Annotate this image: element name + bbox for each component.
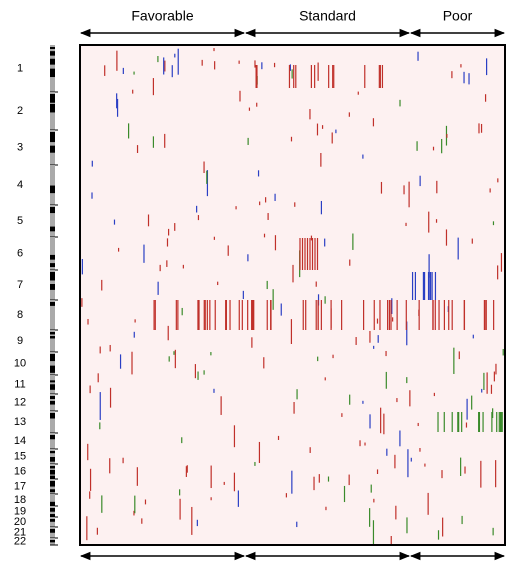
chromosome-label: 12 [14,396,26,408]
band [50,132,55,143]
band [50,501,55,506]
chromosome-label: 18 [14,494,26,506]
band [50,540,55,543]
band [50,469,55,475]
chromosome-label: 21 [14,526,26,538]
band [50,413,55,419]
chromosome [50,205,55,237]
band [50,263,55,268]
chromosome-label: 15 [14,450,26,462]
chromosome-label: 17 [14,480,26,492]
group-label: Standard [299,8,356,24]
chromosome [50,494,55,506]
band [50,508,55,512]
band [50,489,55,493]
chromosome-label: 6 [17,247,23,259]
band [50,302,55,306]
band [50,94,55,103]
chromosome [50,449,55,464]
band [50,365,55,373]
band [50,58,55,65]
chromosome-label: 22 [14,535,26,547]
band [50,226,55,232]
chromosome-label: 4 [17,179,23,191]
band [50,435,55,440]
band [50,207,55,214]
band [50,380,55,383]
chromosome-label: 10 [14,357,26,369]
chromosome-label: 2 [17,105,23,117]
chromosome-label: 13 [14,416,26,428]
band [50,254,55,260]
chromosome [50,352,55,375]
group-label: Favorable [131,8,193,24]
band [50,396,55,400]
chromosome [50,517,55,527]
band [50,284,55,290]
band [50,475,55,479]
chromosome [50,330,55,352]
segments [81,48,504,546]
band [50,272,55,281]
band [50,51,55,56]
chromosome-label: 9 [17,335,23,347]
heatmap-background [80,45,505,545]
band [50,145,55,153]
chromosome-label: 3 [17,141,23,153]
heatmap-frame [79,44,506,546]
band [50,103,55,113]
chromosome [50,237,55,270]
band [50,400,55,405]
chromosome [50,433,55,449]
band [50,466,55,469]
chromosome-label: 14 [14,435,26,447]
group-arrows: Favorable Standard Poor [79,8,506,561]
band [50,451,55,454]
band [50,185,55,194]
band [50,529,55,533]
chromosome-label: 8 [17,309,23,321]
band [50,514,55,517]
chromosome-label: 7 [17,279,23,291]
group-label: Poor [443,8,473,24]
band [50,354,55,362]
band [50,336,55,339]
band [50,47,55,50]
band [50,519,55,522]
chromosome-label: 19 [14,505,26,517]
band [50,68,55,78]
band [50,384,55,390]
chromosome-label: 20 [14,516,26,528]
chromosome [50,45,55,92]
chromosome-label: 11 [14,378,25,390]
band [50,456,55,462]
chromosome [50,411,55,433]
chromosome [50,300,55,330]
band [50,481,55,487]
chromosome-label: 16 [14,465,26,477]
band [50,332,55,335]
chromosome [50,165,55,205]
chromosome-label: 1 [17,62,23,74]
chromosome-label: 5 [17,215,23,227]
